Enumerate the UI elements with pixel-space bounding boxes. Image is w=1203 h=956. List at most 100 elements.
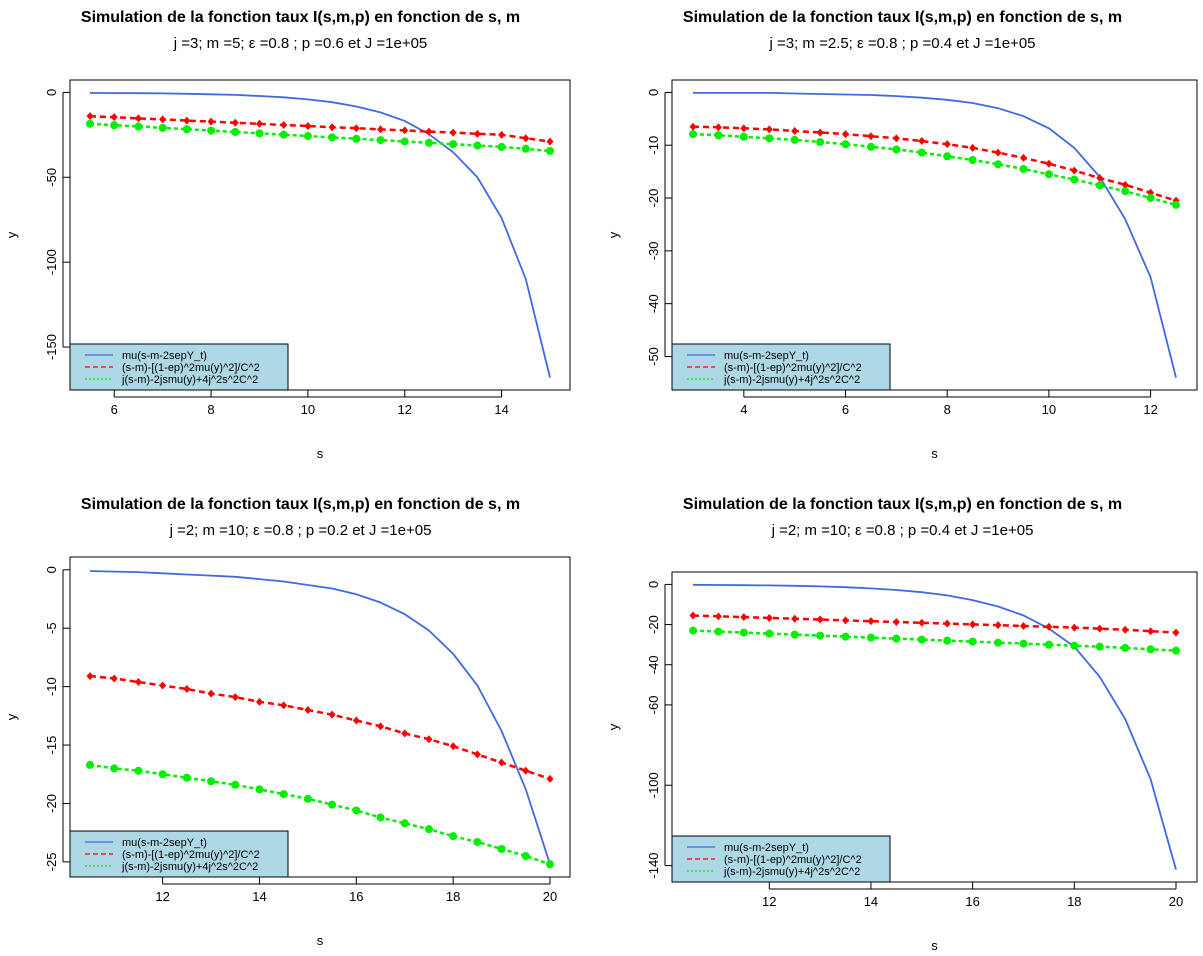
chart-panel-3: Simulation de la fonction taux I(s,m,p) … [0, 478, 601, 956]
legend-label: (s-m)-[(1-ep)^2mu(y)^2]/C^2 [122, 362, 260, 374]
data-point [689, 611, 697, 620]
data-point [86, 672, 94, 681]
data-point [400, 137, 409, 146]
chart-subtitle: j =3; m =5; ε =0.8 ; p =0.6 et J =1e+05 [173, 35, 428, 52]
data-point [943, 636, 952, 645]
data-point [110, 674, 118, 683]
data-point [255, 129, 264, 138]
data-point [498, 758, 506, 767]
data-point [207, 777, 216, 786]
y-tick-label: -40 [646, 655, 661, 674]
data-point [134, 766, 143, 775]
data-point [303, 794, 312, 803]
data-point [522, 134, 530, 143]
data-point [791, 126, 799, 135]
legend-box [69, 830, 289, 878]
data-point [1019, 153, 1027, 162]
x-tick-label: 18 [1067, 894, 1081, 909]
data-point [816, 138, 825, 147]
data-point [401, 126, 409, 135]
data-point [352, 716, 360, 725]
y-tick-label: -30 [646, 241, 661, 260]
data-point [816, 128, 824, 137]
legend-label: j(s-m)-2jsmu(y)+4j^2s^2C^2 [723, 374, 860, 386]
data-point [1045, 159, 1053, 168]
x-tick-label: 12 [155, 889, 169, 904]
x-tick-label: 16 [965, 894, 979, 909]
data-point [892, 634, 901, 643]
data-point [1172, 646, 1180, 655]
data-point [1121, 625, 1129, 634]
x-tick-label: 20 [543, 889, 557, 904]
data-point [377, 125, 385, 134]
x-tick-label: 14 [864, 894, 878, 909]
data-point [765, 613, 773, 622]
series-group [689, 583, 1180, 870]
x-tick-label: 4 [740, 402, 747, 417]
series-line-3 [89, 763, 551, 866]
chart-panel-4: Simulation de la fonction taux I(s,m,p) … [602, 478, 1203, 956]
data-point [714, 612, 722, 621]
y-tick-label: -140 [646, 853, 661, 879]
data-point [207, 689, 215, 698]
series-line-3 [692, 132, 1177, 207]
series-line-1 [89, 570, 551, 865]
data-point [255, 785, 264, 794]
x-tick-label: 10 [1042, 402, 1056, 417]
data-point [352, 806, 361, 815]
data-point [279, 790, 288, 799]
data-point [159, 115, 167, 124]
chart-title: Simulation de la fonction taux I(s,m,p) … [80, 496, 521, 513]
data-point [1019, 164, 1028, 173]
x-tick-label: 12 [398, 402, 412, 417]
plot-area: 12 14 16 18 20 0 -5 -10 -15 -20 -25 s y mu(s-m-2sepY_… [4, 556, 571, 948]
data-point [917, 635, 926, 644]
data-point [689, 122, 697, 131]
data-point [1070, 166, 1078, 175]
data-point [866, 142, 875, 151]
data-point [842, 616, 850, 625]
series-line-2 [692, 614, 1177, 634]
data-point [739, 132, 748, 141]
legend-box [69, 343, 289, 391]
data-point [1019, 621, 1027, 630]
data-point [841, 140, 850, 149]
data-point [280, 701, 288, 710]
data-point [969, 143, 977, 152]
y-tick-label: -100 [44, 249, 59, 275]
legend-label: mu(s-m-2sepY_t) [724, 350, 809, 362]
data-point [376, 813, 385, 822]
data-point [816, 631, 825, 640]
data-point [352, 134, 361, 143]
data-point [182, 125, 191, 134]
data-point [841, 632, 850, 641]
data-point [866, 633, 875, 642]
data-point [134, 122, 143, 131]
data-point [521, 852, 530, 861]
data-point [689, 626, 697, 635]
data-point [303, 132, 312, 141]
x-axis-label: s [931, 446, 938, 461]
data-point [473, 141, 482, 150]
data-point [790, 135, 799, 144]
y-tick-label: -25 [44, 852, 59, 871]
y-tick-label: -50 [44, 168, 59, 187]
series-group [86, 92, 554, 378]
data-point [867, 132, 875, 141]
y-tick-label: -150 [44, 334, 59, 360]
y-tick-label: -50 [646, 347, 661, 366]
data-point [134, 677, 142, 686]
data-point [943, 140, 951, 149]
y-tick-label: -100 [646, 772, 661, 798]
y-tick-label: 0 [646, 89, 661, 96]
y-axis-label: y [4, 713, 19, 720]
data-point [449, 140, 458, 149]
data-point [328, 710, 336, 719]
data-point [497, 845, 506, 854]
data-point [182, 773, 191, 782]
data-point [328, 800, 337, 809]
data-point [842, 130, 850, 139]
x-tick-label: 8 [207, 402, 214, 417]
data-point [231, 127, 240, 136]
data-point [968, 637, 977, 646]
